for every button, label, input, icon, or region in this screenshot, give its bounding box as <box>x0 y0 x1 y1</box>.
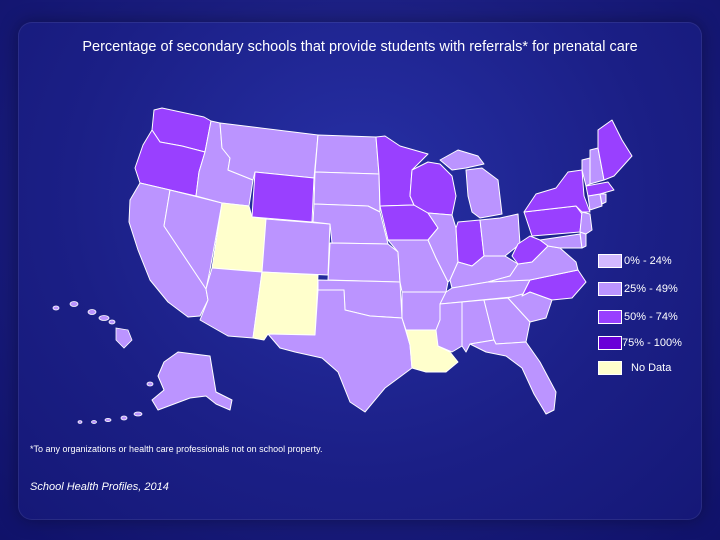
state-colorado <box>261 218 331 276</box>
alaska-aleutian-islands <box>77 381 154 424</box>
state-maryland <box>539 233 583 249</box>
state-vermont <box>581 157 591 187</box>
state-illinois <box>427 212 459 283</box>
state-connecticut <box>587 193 603 211</box>
state-montana <box>219 122 319 181</box>
state-kansas <box>327 242 401 283</box>
state-ohio <box>479 213 521 257</box>
legend-swatch <box>598 254 622 268</box>
state-michigan-upper <box>439 149 485 171</box>
state-maine <box>597 119 633 181</box>
state-west-virginia <box>511 235 549 265</box>
state-wisconsin <box>409 161 457 216</box>
legend-swatch <box>598 282 622 296</box>
state-florida <box>469 339 557 415</box>
state-north-dakota <box>314 134 380 175</box>
state-arizona <box>199 267 263 339</box>
state-wyoming <box>251 171 315 223</box>
state-alaska <box>151 351 233 411</box>
legend-label: 75% - 100% <box>622 337 682 349</box>
footnote: *To any organizations or health care pro… <box>30 444 323 454</box>
legend-swatch <box>598 310 622 324</box>
state-hawaii <box>52 301 133 349</box>
state-new-york <box>523 169 591 213</box>
legend-label: No Data <box>631 362 672 374</box>
legend-label: 50% - 74% <box>624 311 678 323</box>
state-texas <box>267 289 413 413</box>
legend-swatch <box>598 361 622 375</box>
legend-label: 0% - 24% <box>624 255 672 267</box>
state-new-mexico <box>252 271 319 341</box>
source-citation: School Health Profiles, 2014 <box>30 481 169 493</box>
legend-label: 25% - 49% <box>624 283 678 295</box>
state-rhode-island <box>599 193 607 205</box>
state-mississippi <box>435 301 463 353</box>
state-new-jersey <box>579 211 593 235</box>
state-michigan <box>465 167 503 219</box>
legend-swatch <box>598 336 622 350</box>
map-title: Percentage of secondary schools that pro… <box>82 39 638 55</box>
state-massachusetts <box>585 181 615 197</box>
